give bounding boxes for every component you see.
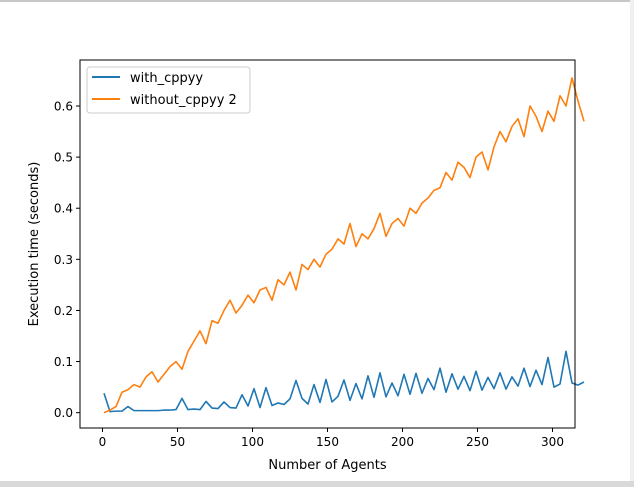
y-tick-label: 0.2 [54,304,73,318]
x-tick-label: 300 [541,435,564,449]
x-tick-label: 50 [170,435,185,449]
x-axis-label: Number of Agents [268,458,386,473]
legend-label-without-cppyy-2: without_cppyy 2 [130,93,237,108]
y-tick-label: 0.6 [54,100,73,114]
x-tick-label: 100 [241,435,264,449]
y-axis: 0.0 0.1 0.2 0.3 0.4 0.5 0.6 [54,100,80,420]
series-line-without-cppyy-2 [103,77,585,414]
x-tick-label: 200 [391,435,414,449]
legend: with_cppyy without_cppyy 2 [86,66,251,114]
x-tick-label: 250 [466,435,489,449]
x-axis: 0 50 100 150 200 250 300 [99,428,564,449]
plot-lines [103,77,585,414]
y-tick-label: 0.5 [54,151,73,165]
x-tick-label: 150 [316,435,339,449]
window-right-border [630,0,634,487]
x-tick-label: 0 [99,435,107,449]
window-top-border [0,0,634,2]
y-axis-label: Execution time (seconds) [27,162,42,327]
legend-label-with-cppyy: with_cppyy [130,71,203,86]
y-tick-label: 0.4 [54,202,73,216]
y-tick-label: 0.0 [54,406,73,420]
y-tick-label: 0.3 [54,253,73,267]
series-line-with-cppyy [103,350,585,413]
window-bottom-border [0,481,634,487]
y-tick-label: 0.1 [54,355,73,369]
legend-box [86,66,251,114]
